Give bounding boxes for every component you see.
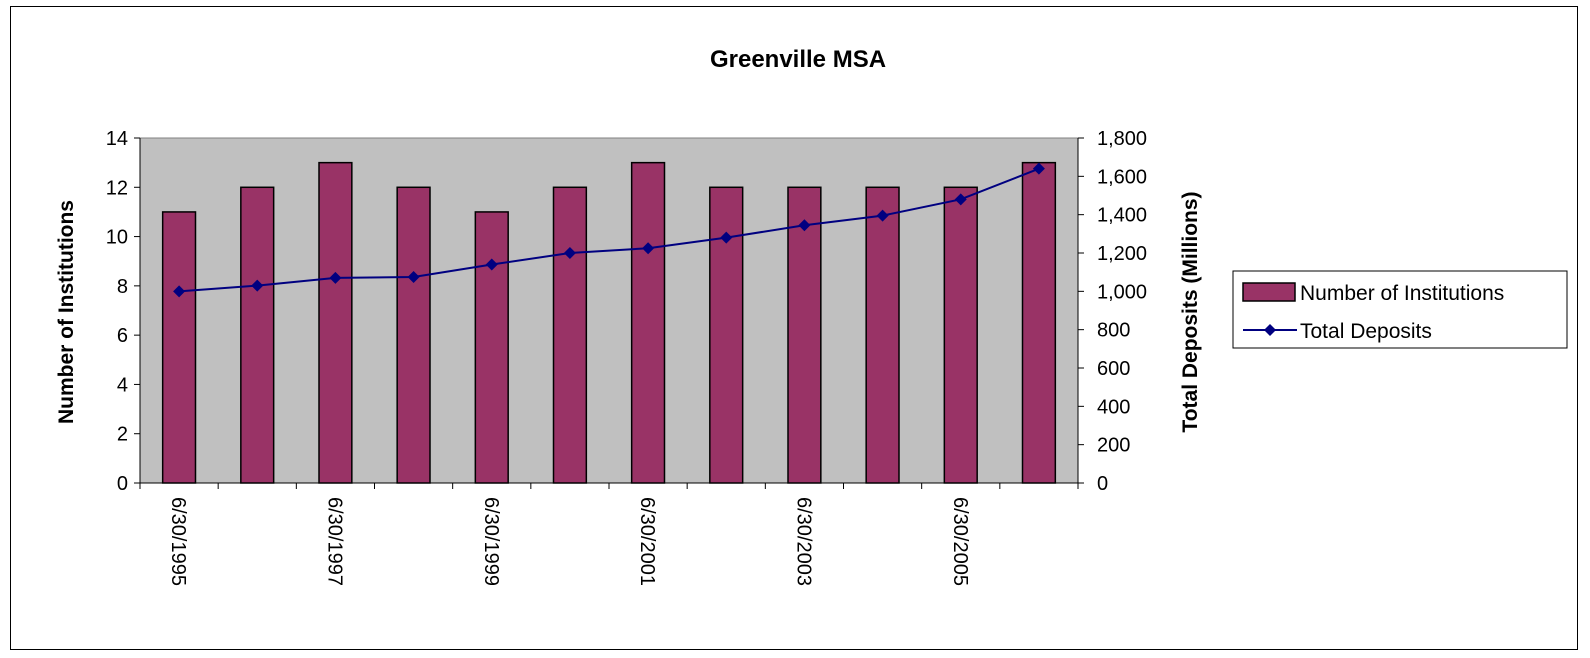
y-axis-title: Number of Institutions xyxy=(55,200,78,424)
y2-tick-label: 600 xyxy=(1097,358,1130,380)
y2-axis-title: Total Deposits (Millions) xyxy=(1179,191,1202,432)
y-tick-label: 4 xyxy=(117,374,128,396)
point-total-deposits xyxy=(642,242,655,255)
point-total-deposits xyxy=(1032,162,1045,175)
point-total-deposits xyxy=(954,193,967,206)
legend-label-deposits: Total Deposits xyxy=(1300,320,1432,343)
plot-area xyxy=(139,137,1079,484)
point-total-deposits xyxy=(485,258,498,271)
point-total-deposits xyxy=(798,219,811,232)
point-total-deposits xyxy=(329,271,342,284)
point-total-deposits xyxy=(563,247,576,259)
y-tick-label: 14 xyxy=(106,128,128,150)
x-tick-label: 6/30/2003 xyxy=(792,497,814,586)
legend-label-institutions: Number of Institutions xyxy=(1300,282,1504,305)
y2-tick-label: 1,800 xyxy=(1097,128,1147,150)
bar-institutions xyxy=(943,186,978,484)
legend-bar-swatch xyxy=(1242,282,1296,302)
y-tick-label: 8 xyxy=(117,276,128,298)
y2-tick-label: 200 xyxy=(1097,435,1130,457)
y-tick-label: 12 xyxy=(106,177,128,199)
x-tick-label: 6/30/1995 xyxy=(167,497,189,586)
y-tick-label: 10 xyxy=(106,227,128,249)
y2-tick-label: 800 xyxy=(1097,320,1130,342)
axes: 0 2 4 6 8 10 12 14 0 200 400 600 800 1,000 1,200 1,400 1… xyxy=(106,128,1147,586)
y2-tick-label: 1,200 xyxy=(1097,243,1147,265)
point-total-deposits xyxy=(173,285,186,298)
bar-institutions xyxy=(396,186,431,484)
y2-tick-label: 1,400 xyxy=(1097,205,1147,227)
point-total-deposits xyxy=(251,279,264,292)
point-total-deposits xyxy=(876,209,889,222)
bar-institutions xyxy=(552,186,588,484)
bar-institutions xyxy=(1021,161,1057,484)
x-tick-label: 6/30/2001 xyxy=(636,497,658,586)
legend-diamond-marker xyxy=(1264,324,1276,336)
y2-tick-label: 1,600 xyxy=(1097,166,1147,188)
bar-institutions xyxy=(474,211,509,484)
bar-institutions xyxy=(709,186,744,484)
x-tick-label: 6/30/1999 xyxy=(480,497,502,586)
bar-institutions xyxy=(318,161,353,484)
point-total-deposits xyxy=(720,231,733,244)
bar-institutions xyxy=(787,186,822,484)
y-tick-label: 6 xyxy=(117,325,128,347)
bar-institutions xyxy=(630,161,666,484)
line-total-deposits xyxy=(179,167,1040,293)
y-tick-label: 0 xyxy=(117,473,128,495)
y2-tick-label: 1,000 xyxy=(1097,281,1147,303)
point-total-deposits xyxy=(407,270,420,283)
plot-background xyxy=(139,137,1079,484)
x-tick-label: 6/30/1997 xyxy=(323,497,345,586)
x-tick-label: 6/30/2005 xyxy=(949,497,971,586)
chart-title: Greenville MSA xyxy=(710,46,886,73)
bar-institutions xyxy=(161,211,197,484)
legend: Number of Institutions Total Deposits xyxy=(1232,270,1568,349)
y2-tick-label: 0 xyxy=(1097,473,1108,495)
y2-tick-label: 400 xyxy=(1097,396,1130,418)
bar-institutions xyxy=(865,186,900,484)
y-tick-label: 2 xyxy=(117,424,128,446)
bar-institutions xyxy=(240,186,275,484)
